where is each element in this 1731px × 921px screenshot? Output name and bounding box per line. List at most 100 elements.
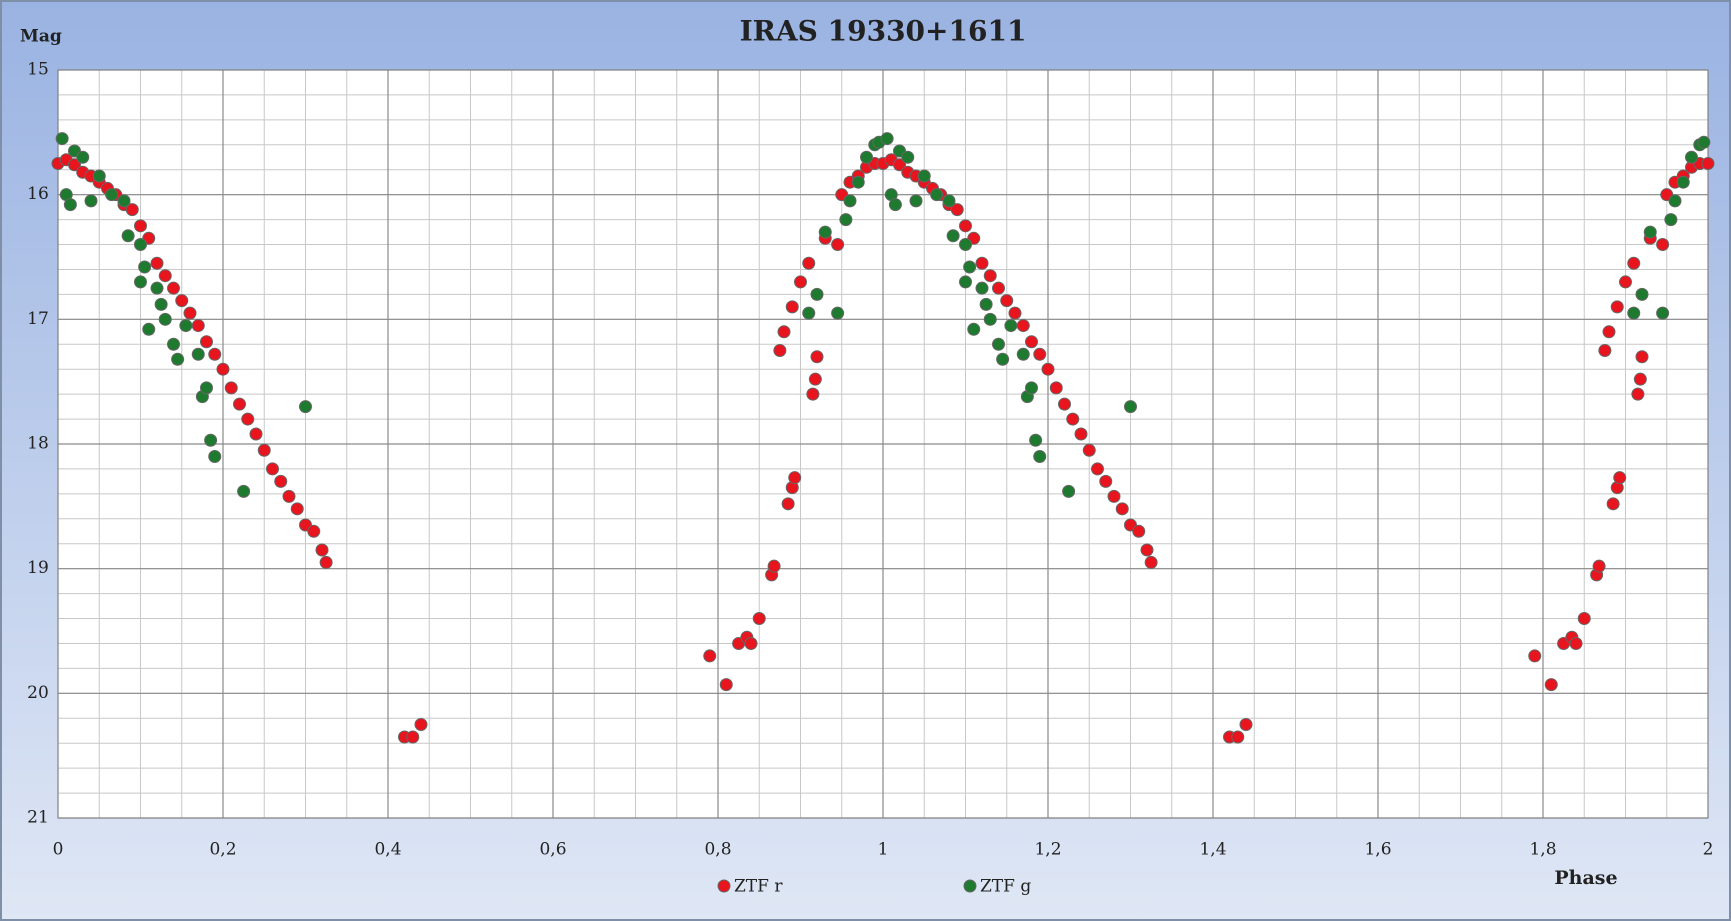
data-point — [1635, 350, 1649, 364]
data-point — [200, 381, 213, 395]
data-point — [1058, 397, 1071, 411]
data-point — [880, 132, 894, 146]
legend-label: ZTF g — [980, 877, 1031, 897]
data-point — [1635, 287, 1649, 301]
data-point — [946, 229, 960, 243]
data-point — [1004, 319, 1018, 333]
data-point — [831, 238, 845, 252]
data-point — [154, 297, 168, 311]
data-point — [1633, 372, 1647, 386]
x-tick-label: 0,6 — [539, 840, 566, 860]
data-point — [191, 347, 205, 361]
data-point — [777, 325, 791, 339]
data-point — [183, 306, 197, 320]
data-point — [963, 260, 977, 274]
y-tick-label: 16 — [27, 184, 49, 204]
y-tick-label: 18 — [27, 434, 49, 454]
data-point — [950, 203, 964, 217]
data-point — [1598, 344, 1612, 357]
data-point — [138, 260, 152, 274]
data-point — [752, 612, 766, 626]
x-tick-label: 1,6 — [1364, 840, 1391, 860]
legend-marker — [717, 879, 731, 893]
data-point — [55, 132, 69, 146]
data-point — [204, 433, 218, 447]
data-point — [406, 730, 420, 744]
data-point — [781, 497, 795, 511]
data-point — [249, 427, 263, 441]
data-point — [1544, 678, 1558, 692]
data-point — [150, 281, 164, 295]
data-point — [315, 543, 329, 557]
chart-title: IRAS 19330+1611 — [740, 15, 1027, 48]
data-point — [125, 203, 139, 217]
data-point — [175, 294, 189, 308]
data-point — [237, 484, 251, 498]
data-point — [134, 275, 147, 289]
data-point — [719, 678, 733, 692]
data-point — [1577, 612, 1591, 626]
data-point — [179, 319, 193, 333]
data-point — [1115, 502, 1129, 516]
data-point — [1029, 433, 1043, 447]
data-point — [1569, 636, 1583, 650]
data-point — [909, 194, 923, 208]
data-point — [959, 219, 972, 233]
data-point — [319, 555, 333, 569]
data-point — [1025, 381, 1038, 395]
data-point — [1124, 400, 1137, 414]
data-point — [967, 322, 981, 336]
data-point — [1627, 306, 1641, 320]
data-point — [744, 636, 758, 650]
data-point — [1610, 300, 1624, 314]
data-point — [1099, 474, 1113, 488]
data-point — [208, 449, 222, 463]
data-point — [171, 352, 185, 366]
data-point — [299, 400, 312, 414]
data-point — [121, 229, 135, 243]
legend-label: ZTF r — [734, 877, 783, 897]
data-point — [1631, 387, 1645, 401]
data-point — [806, 387, 820, 401]
x-tick-label: 1,4 — [1199, 840, 1226, 860]
data-point — [257, 443, 271, 457]
data-point — [1664, 213, 1678, 227]
y-tick-label: 21 — [27, 808, 49, 828]
data-point — [1033, 449, 1047, 463]
data-point — [208, 347, 222, 361]
data-point — [959, 238, 972, 252]
data-point — [1528, 649, 1542, 663]
data-point — [810, 287, 824, 301]
data-point — [1091, 462, 1104, 476]
data-point — [1697, 135, 1711, 149]
data-point — [282, 489, 296, 503]
data-point — [191, 319, 205, 333]
y-axis-label: Mag — [20, 27, 62, 47]
data-point — [1132, 524, 1146, 538]
data-point — [266, 462, 279, 476]
data-point — [1592, 559, 1606, 573]
data-point — [975, 256, 989, 270]
data-point — [992, 337, 1005, 351]
data-point — [1685, 150, 1698, 164]
data-point — [942, 194, 956, 208]
data-point — [414, 718, 428, 731]
data-point — [1656, 306, 1670, 320]
x-tick-label: 0,2 — [209, 840, 236, 860]
data-point — [839, 213, 853, 227]
data-point — [63, 198, 77, 212]
data-point — [1062, 484, 1076, 498]
data-point — [810, 350, 824, 364]
x-axis-label: Phase — [1554, 867, 1617, 889]
data-point — [802, 256, 816, 270]
data-point — [930, 188, 944, 202]
data-point — [843, 194, 857, 208]
data-point — [1016, 319, 1030, 333]
data-point — [142, 322, 156, 336]
data-point — [92, 169, 106, 183]
y-tick-label: 17 — [27, 309, 49, 329]
data-point — [307, 524, 321, 538]
data-point — [105, 188, 119, 202]
data-point — [893, 158, 906, 172]
